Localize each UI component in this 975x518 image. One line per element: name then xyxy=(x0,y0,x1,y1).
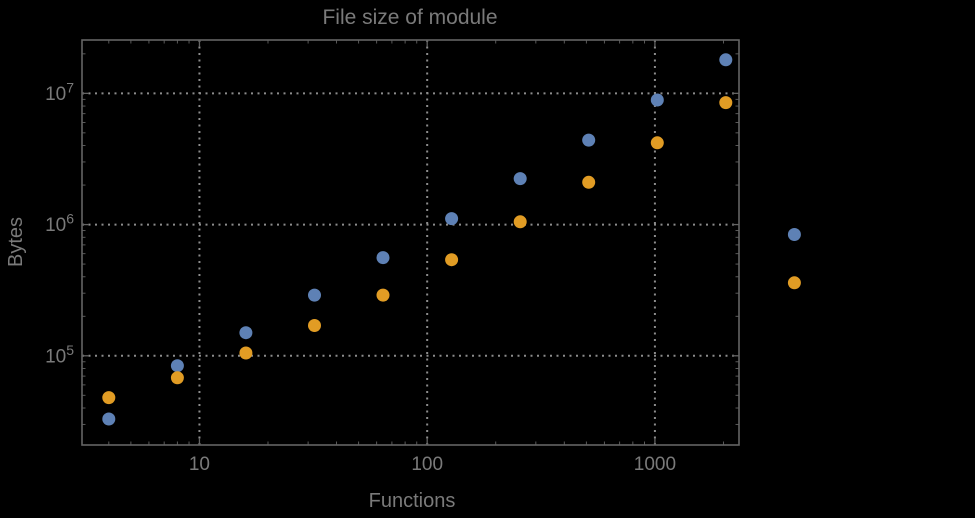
data-point-orange-points-x128 xyxy=(445,253,459,267)
data-point-orange-points-x4 xyxy=(102,391,116,405)
data-point-blue-points-x128 xyxy=(445,212,459,226)
data-point-orange-points-x1024 xyxy=(650,136,664,150)
axis-ticks-layer xyxy=(82,40,739,445)
y-tick-label-10e5: 105 xyxy=(45,342,74,368)
data-point-blue-points-x256 xyxy=(513,172,527,186)
y-axis-label: Bytes xyxy=(5,217,27,267)
data-points-layer xyxy=(102,53,801,426)
data-point-blue-points-x4 xyxy=(102,412,116,426)
gridlines-layer xyxy=(82,40,739,445)
data-point-blue-points-x8 xyxy=(170,359,184,373)
y-tick-label-10e6: 106 xyxy=(45,211,74,237)
tick-labels-layer: 10 100 1000 105 106 107 xyxy=(45,79,676,475)
data-point-blue-points-x4096 xyxy=(787,228,801,241)
x-tick-label-100: 100 xyxy=(411,454,443,475)
y-tick-label-10e7: 107 xyxy=(45,79,74,105)
data-point-orange-points-x64 xyxy=(376,288,390,302)
data-point-orange-points-x512 xyxy=(582,175,596,189)
x-tick-label-1000: 1000 xyxy=(634,454,676,475)
data-point-orange-points-x2048 xyxy=(719,96,733,110)
data-point-blue-points-x64 xyxy=(376,251,390,265)
data-point-orange-points-x8 xyxy=(170,371,184,385)
data-point-blue-points-x32 xyxy=(308,288,321,302)
chart-title: File size of module xyxy=(322,6,497,29)
x-tick-label-10: 10 xyxy=(189,454,210,475)
data-point-blue-points-x1024 xyxy=(650,93,664,107)
data-point-blue-points-x2048 xyxy=(719,53,733,67)
data-point-orange-points-x16 xyxy=(239,346,253,360)
data-point-orange-points-x256 xyxy=(513,215,527,229)
data-point-blue-points-x16 xyxy=(239,326,253,340)
data-point-blue-points-x512 xyxy=(582,133,596,147)
data-point-orange-points-x4096 xyxy=(787,276,801,290)
data-point-orange-points-x32 xyxy=(308,319,321,332)
x-axis-label: Functions xyxy=(369,490,456,512)
plot-frame xyxy=(81,39,740,446)
